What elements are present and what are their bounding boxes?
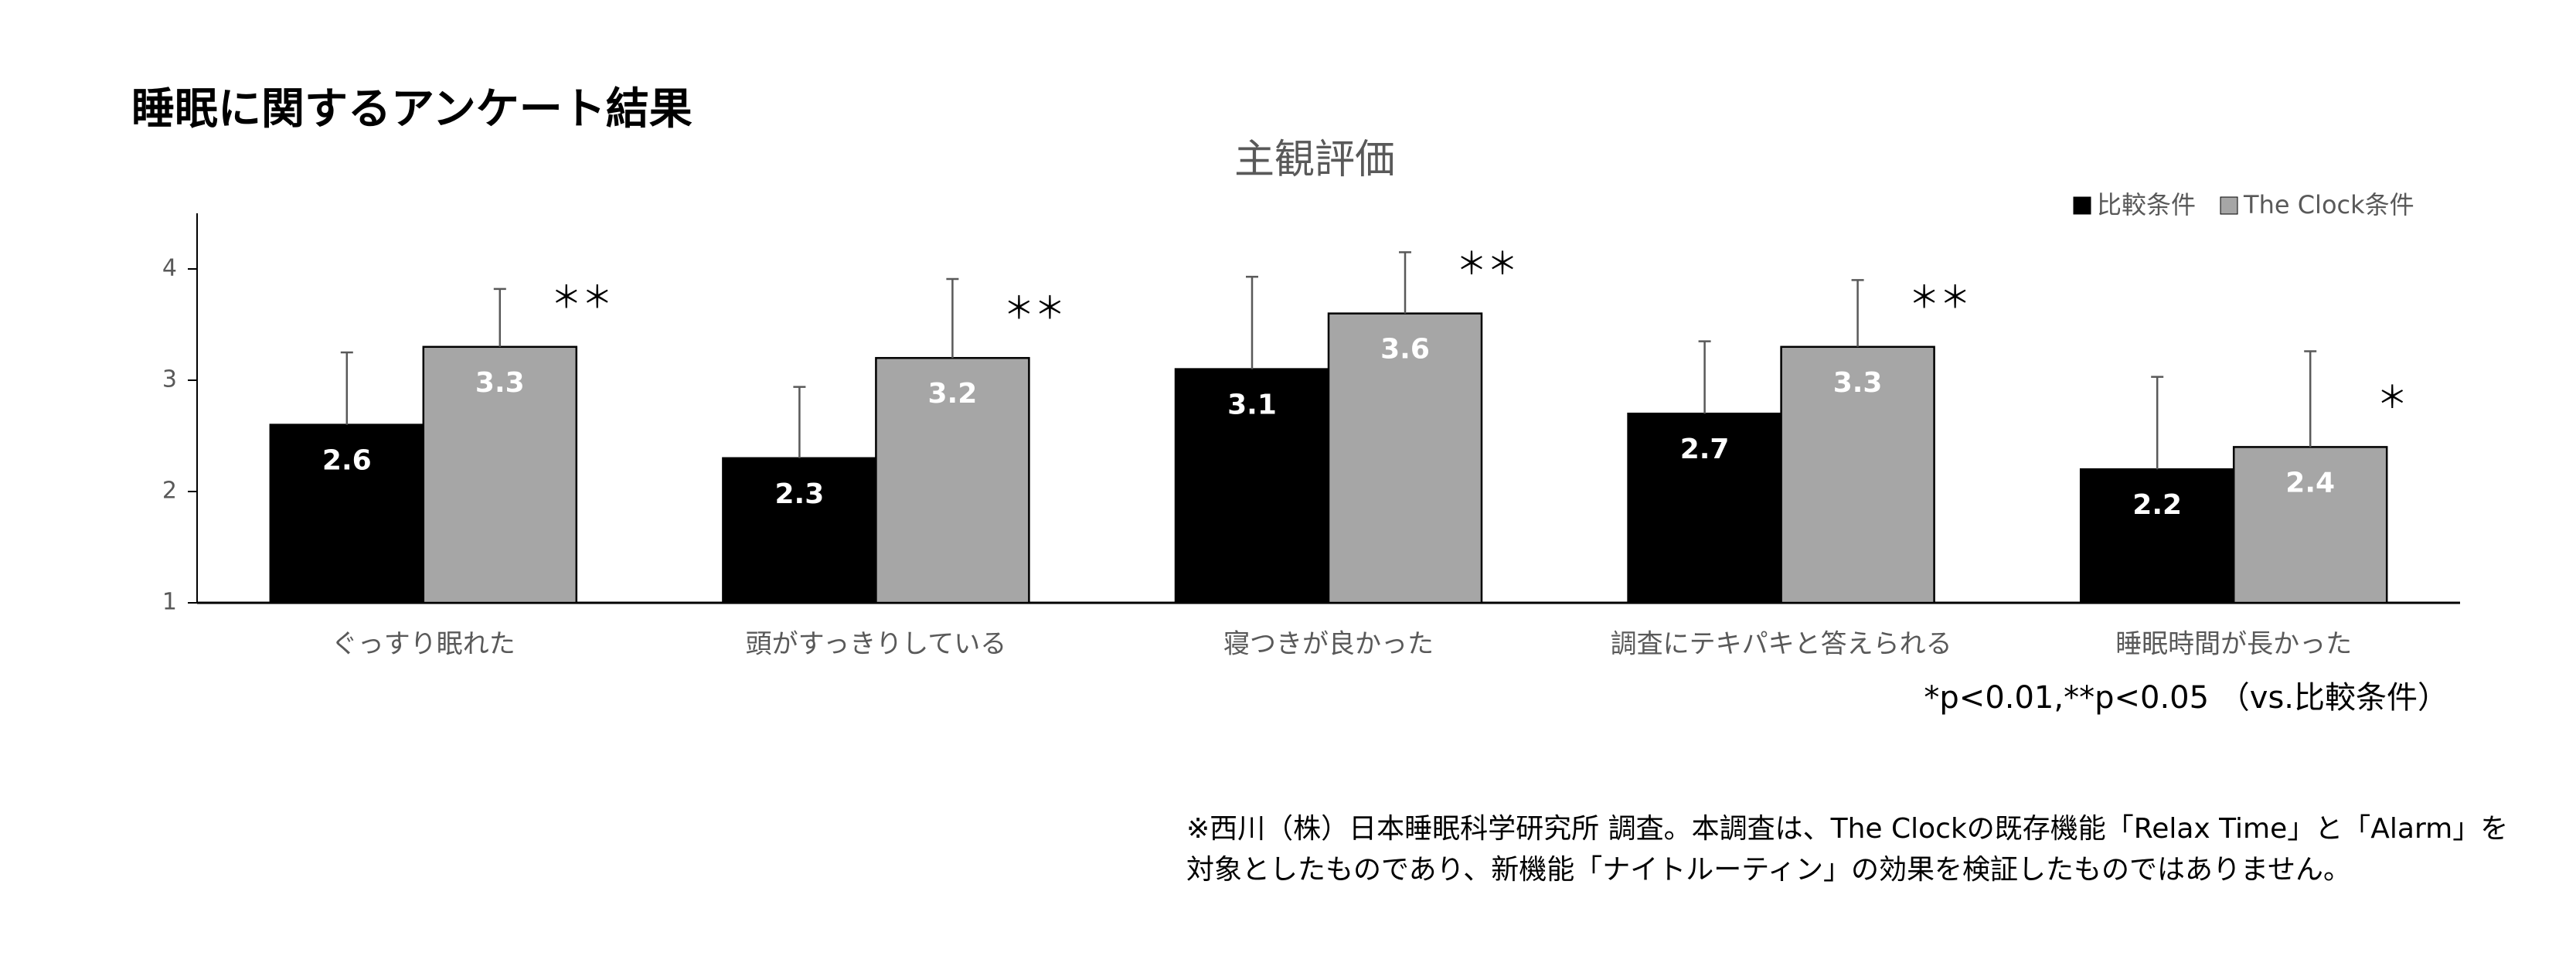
bar (1780, 345, 1935, 604)
x-tick-label: ぐっすり眠れた (332, 629, 516, 660)
bar (1327, 312, 1483, 604)
value-label: 3.1 (1227, 390, 1277, 421)
bar (2079, 468, 2235, 604)
value-label: 2.3 (775, 478, 825, 510)
significance-mark: ＊＊ (1456, 247, 1518, 282)
legend-swatch (2220, 196, 2238, 215)
page-title: 睡眠に関するアンケート結果 (131, 84, 692, 134)
error-bar (2151, 376, 2164, 470)
bar (1627, 412, 1782, 604)
value-label: 3.2 (928, 378, 978, 410)
significance-mark: ＊ (2377, 379, 2408, 415)
error-bar (946, 277, 959, 359)
error-bar (493, 287, 506, 347)
significance-mark: ＊＊ (1003, 291, 1065, 326)
bar (2232, 446, 2388, 604)
error-bar (1399, 251, 1411, 314)
significance-mark: ＊＊ (551, 280, 613, 315)
value-label: 2.4 (2285, 467, 2335, 498)
value-label: 3.6 (1380, 334, 1430, 366)
note: ※西川（株）日本睡眠科学研究所 調査。本調査は、The Clockの既存機能「R… (1186, 813, 2508, 845)
value-label: 2.2 (2132, 489, 2182, 521)
error-bar (1246, 275, 1258, 369)
error-bar (1851, 279, 1864, 347)
note: 対象としたものであり、新機能「ナイトルーティン」の効果を検証したものではありませ… (1186, 854, 2351, 886)
x-tick-label: 調査にテキパキと答えられる (1611, 629, 1952, 660)
value-label: 2.6 (322, 445, 372, 477)
bar (269, 424, 425, 604)
y-tick-label: 2 (162, 478, 177, 505)
error-bar (793, 386, 806, 458)
x-tick-label: 寝つきが良かった (1223, 629, 1434, 660)
bar (1174, 368, 1330, 604)
y-tick-label: 4 (162, 255, 177, 282)
y-tick-label: 3 (162, 366, 177, 393)
error-bar (2304, 350, 2317, 447)
x-tick-label: 頭がすっきりしている (746, 629, 1007, 660)
significance-mark: ＊＊ (1909, 280, 1971, 315)
y-tick-label: 1 (162, 589, 177, 616)
legend-label: The Clock条件 (2243, 190, 2414, 219)
value-label: 3.3 (1833, 367, 1883, 399)
significance-note: *p<0.01,**p<0.05 （vs.比較条件） (1924, 680, 2448, 716)
legend-swatch (2073, 196, 2091, 215)
value-label: 2.7 (1680, 434, 1730, 465)
error-bar (340, 351, 353, 425)
chart-title: 主観評価 (1234, 137, 1395, 183)
x-tick-label: 睡眠時間が長かった (2115, 629, 2352, 660)
legend-label: 比較条件 (2097, 190, 2196, 219)
bar (422, 345, 578, 604)
value-label: 3.3 (475, 367, 525, 399)
error-bar (1698, 340, 1711, 414)
